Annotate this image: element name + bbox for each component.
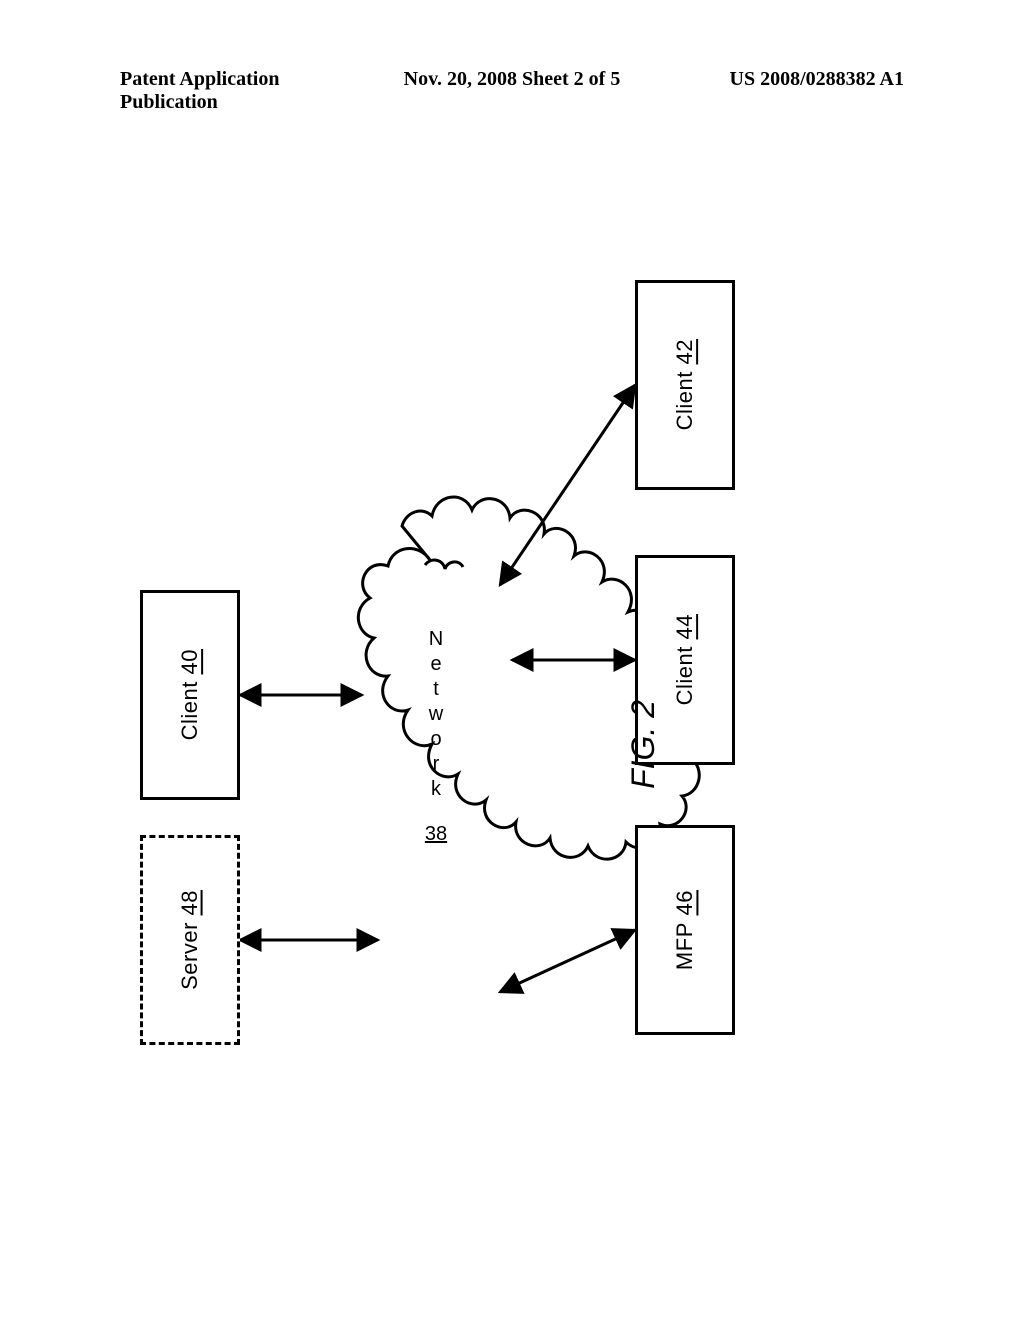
svg-text:w: w	[428, 703, 444, 725]
network-diagram: N e t w o r k 38 Client 40 Server 48 Cli…	[130, 280, 770, 1050]
svg-text:k: k	[431, 778, 442, 800]
cloud-ref: 38	[425, 823, 447, 845]
svg-text:e: e	[430, 653, 441, 675]
box-ref: 44	[672, 614, 697, 639]
svg-text:o: o	[430, 728, 441, 750]
box-server-48: Server 48	[140, 835, 240, 1045]
page-header: Patent Application Publication Nov. 20, …	[0, 68, 1024, 114]
svg-text:r: r	[433, 753, 440, 775]
box-ref: 46	[672, 890, 697, 915]
header-center: Nov. 20, 2008 Sheet 2 of 5	[381, 68, 642, 114]
box-ref: 40	[177, 649, 202, 674]
box-ref: 42	[672, 339, 697, 364]
box-label: Client	[177, 681, 202, 740]
box-client-40: Client 40	[140, 590, 240, 800]
figure-caption: FIG. 2	[625, 700, 662, 789]
box-label: Server	[177, 922, 202, 990]
box-ref: 48	[177, 890, 202, 915]
box-mfp-46: MFP 46	[635, 825, 735, 1035]
header-left: Patent Application Publication	[120, 68, 381, 114]
box-client-42: Client 42	[635, 280, 735, 490]
svg-text:t: t	[433, 678, 439, 700]
page: Patent Application Publication Nov. 20, …	[0, 0, 1024, 1320]
box-label: Client	[672, 371, 697, 430]
box-label: Client	[672, 646, 697, 705]
connector	[500, 930, 635, 992]
svg-text:N: N	[429, 628, 443, 650]
box-label: MFP	[672, 922, 697, 970]
header-right: US 2008/0288382 A1	[643, 68, 904, 114]
